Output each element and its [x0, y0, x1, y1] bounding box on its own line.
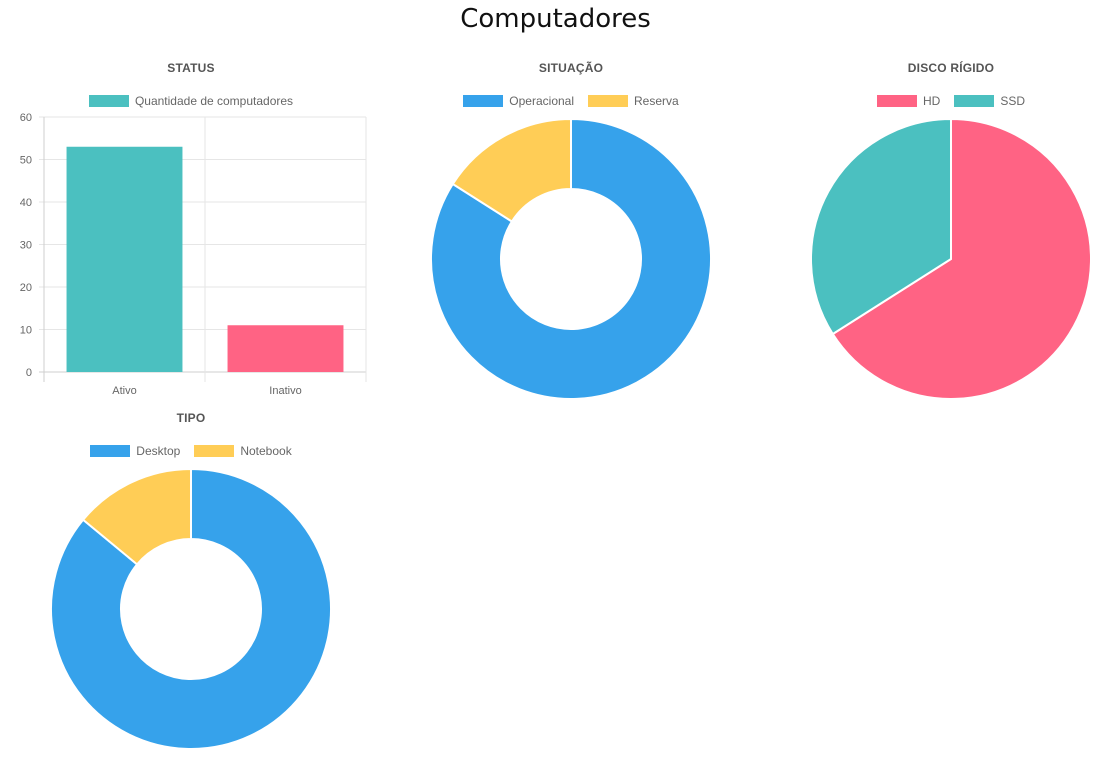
status-chart-title: STATUS [167, 61, 215, 75]
legend-item-desktop[interactable]: Desktop [90, 444, 180, 458]
tipo-legend: Desktop Notebook [10, 444, 372, 458]
legend-swatch [194, 445, 235, 457]
legend-label: Reserva [634, 94, 679, 108]
legend-item-hd[interactable]: HD [876, 94, 941, 108]
legend-label: Desktop [136, 444, 181, 458]
legend-swatch [88, 95, 129, 107]
y-tick-label: 10 [20, 325, 32, 337]
legend-swatch [588, 95, 629, 107]
legend-label: SSD [1000, 94, 1026, 108]
legend-item-quantidade[interactable]: Quantidade de computadores [88, 94, 294, 108]
legend-label: HD [922, 94, 941, 108]
legend-label: Operacional [509, 94, 575, 108]
bar-inativo[interactable] [227, 325, 344, 372]
situacao-legend: Operacional Reserva [380, 94, 762, 108]
y-tick-label: 0 [26, 367, 32, 379]
legend-item-ssd[interactable]: SSD [954, 94, 1025, 108]
tipo-chart-title: TIPO [176, 411, 206, 425]
legend-label: Notebook [240, 444, 292, 458]
status-legend: Quantidade de computadores [10, 94, 372, 108]
y-tick-label: 40 [20, 197, 32, 209]
slice-hd[interactable] [831, 117, 1092, 400]
x-tick-label: Ativo [112, 385, 136, 397]
slice-desktop[interactable] [50, 467, 332, 750]
disco-chart-title: DISCO RÍGIDO [907, 61, 995, 75]
slice-ssd[interactable] [810, 117, 952, 336]
slice-notebook[interactable] [81, 467, 192, 566]
y-tick-label: 60 [20, 112, 32, 124]
disco-legend: HD SSD [770, 94, 1111, 108]
legend-item-notebook[interactable]: Notebook [194, 444, 292, 458]
legend-swatch [90, 445, 131, 457]
legend-swatch [954, 95, 995, 107]
y-tick-label: 50 [20, 155, 32, 167]
legend-label: Quantidade de computadores [134, 94, 294, 108]
legend-swatch [876, 95, 917, 107]
slice-reserva[interactable] [451, 117, 572, 223]
legend-item-reserva[interactable]: Reserva [588, 94, 679, 108]
situacao-chart-title: SITUAÇÃO [538, 61, 604, 75]
y-tick-label: 20 [20, 282, 32, 294]
y-tick-label: 30 [20, 240, 32, 252]
legend-swatch [463, 95, 504, 107]
page-title: Computadores [460, 4, 651, 34]
bar-ativo[interactable] [66, 146, 183, 372]
x-tick-label: Inativo [269, 385, 301, 397]
legend-item-operacional[interactable]: Operacional [463, 94, 574, 108]
slice-operacional[interactable] [430, 117, 712, 400]
